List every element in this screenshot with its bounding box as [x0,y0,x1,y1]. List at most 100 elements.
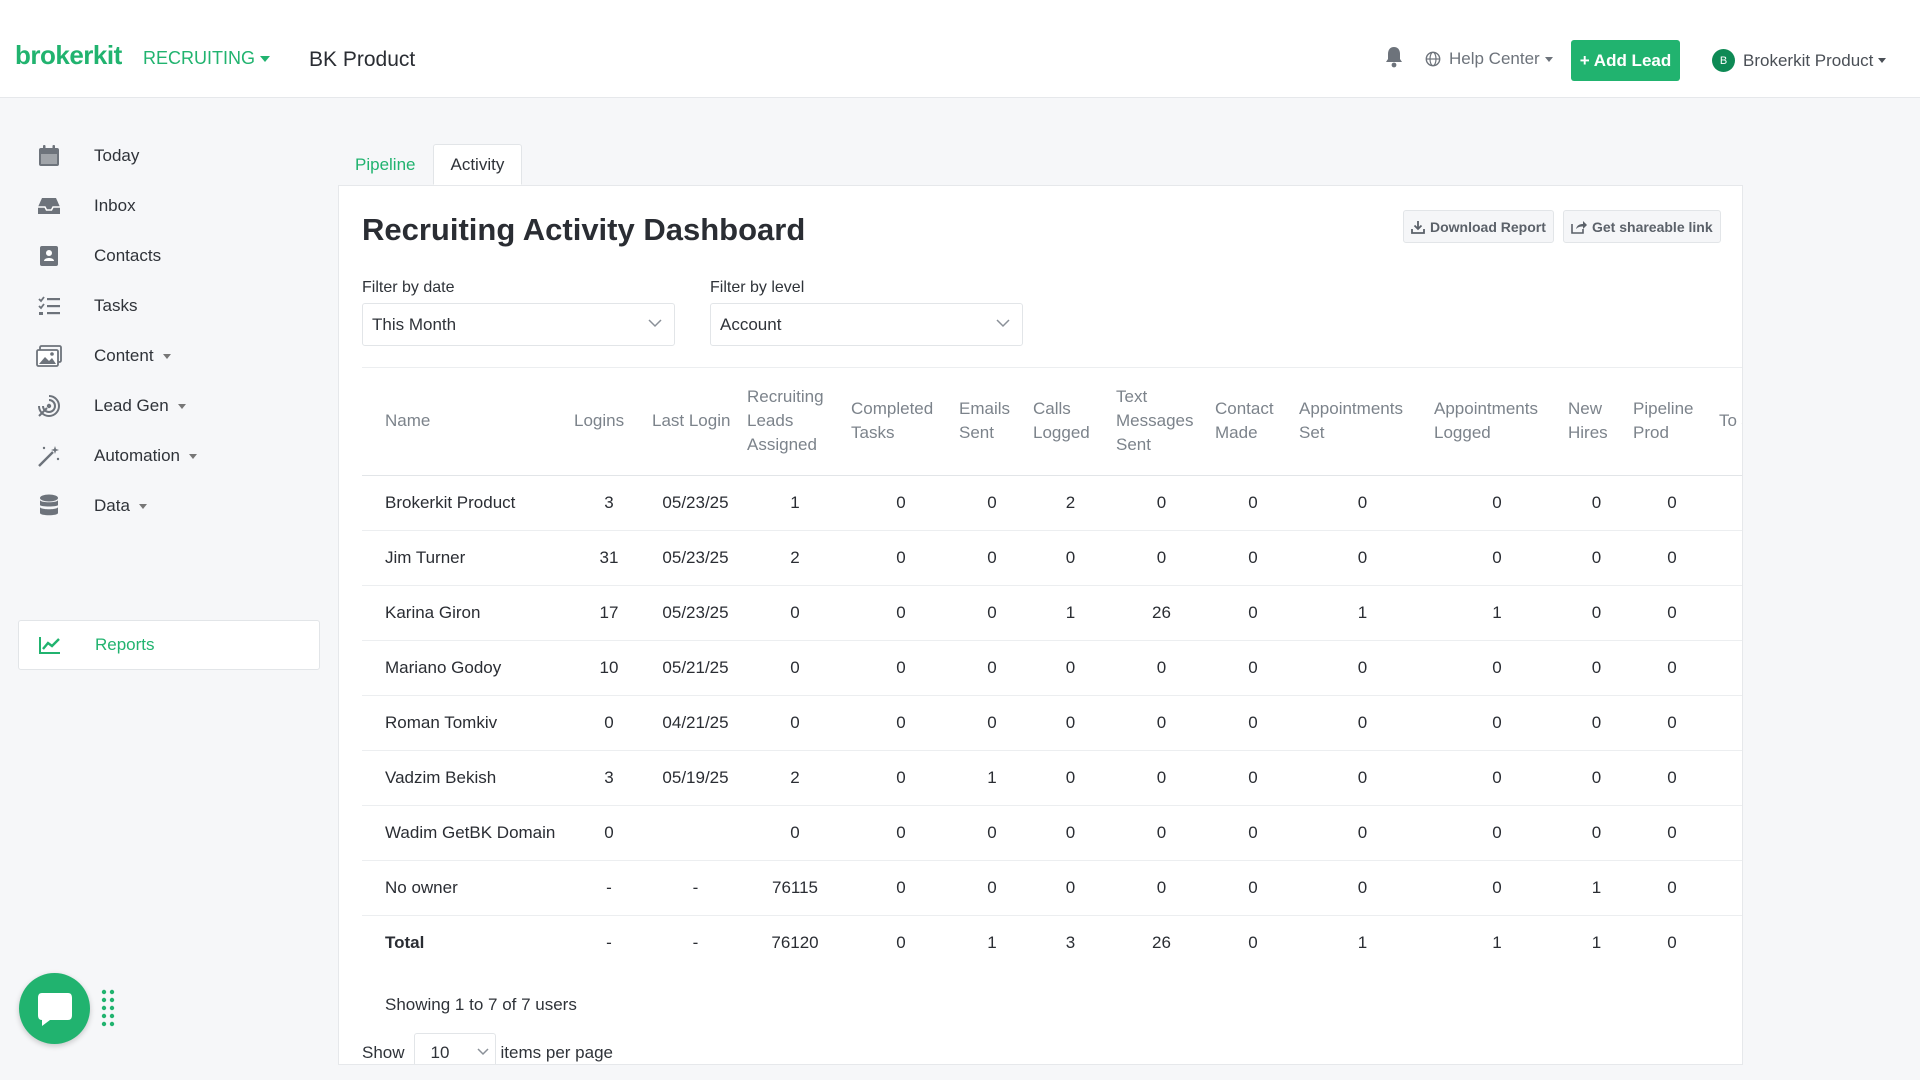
column-header-new-hires[interactable]: New Hires [1564,368,1629,476]
column-header-pipeline-prod[interactable]: Pipeline Prod [1629,368,1715,476]
cell-logins: 10 [570,640,648,696]
column-header-logins[interactable]: Logins [570,368,648,476]
cell-appointments-logged: 0 [1430,750,1564,806]
cell-calls-logged: 2 [1029,475,1112,531]
table-row: No owner--761150000000100 [362,860,1742,916]
filter-date-value: This Month [372,314,457,334]
cell-appointments-set: 0 [1295,640,1430,696]
cell-appointments-set: 0 [1295,805,1430,861]
cell-completed-tasks: 0 [847,805,955,861]
cell-emails-sent: 1 [955,915,1029,967]
items-per-page-select[interactable]: 10 [413,1033,496,1064]
cell-text-messages-sent: 0 [1112,805,1211,861]
cell-name: Roman Tomkiv [362,695,570,751]
cell-appointments-set: 1 [1295,915,1430,967]
caret-down-icon [260,56,270,63]
cell-total-production: 0 [1715,640,1742,696]
cell-last-login: 05/23/25 [648,585,743,641]
cell-appointments-logged: 0 [1430,805,1564,861]
download-report-button[interactable]: Download Report [1403,210,1554,243]
caret-down-icon [162,353,171,359]
column-header-total-production[interactable]: To $ Pr [1715,368,1742,476]
cell-text-messages-sent: 0 [1112,530,1211,586]
cell-contact-made: 0 [1211,860,1295,916]
sidebar-item-data[interactable]: Data [18,481,320,531]
cell-total-production: 0 [1715,860,1742,916]
table-row: Wadim GetBK Domain000000000000 [362,805,1742,861]
activity-table-container[interactable]: Name Logins Last Login Recruiting Leads … [362,367,1742,967]
cell-calls-logged: 0 [1029,695,1112,751]
cell-emails-sent: 0 [955,805,1029,861]
cell-pipeline-prod: 0 [1629,805,1715,861]
cell-new-hires: 0 [1564,640,1629,696]
cell-last-login: 05/23/25 [648,530,743,586]
help-center-menu[interactable]: Help Center [1425,49,1553,69]
cell-logins: 0 [570,805,648,861]
sidebar-item-lead-gen[interactable]: Lead Gen [18,381,320,431]
column-header-name[interactable]: Name [362,368,570,476]
sidebar-item-inbox[interactable]: Inbox [18,181,320,231]
cell-appointments-logged: 0 [1430,475,1564,531]
column-header-contact-made[interactable]: Contact Made [1211,368,1295,476]
cell-completed-tasks: 0 [847,860,955,916]
sidebar-item-label: Reports [95,635,155,654]
column-header-emails-sent[interactable]: Emails Sent [955,368,1029,476]
filter-level-select[interactable]: Account [710,303,1023,346]
product-switcher-label: RECRUITING [143,48,255,68]
sidebar-item-automation[interactable]: Automation [18,431,320,481]
tab-activity[interactable]: Activity [432,144,523,185]
sidebar-item-label: Lead Gen [94,396,169,415]
organization-name: BK Product [309,48,416,71]
cell-total-production: 0 [1715,695,1742,751]
sidebar-item-today[interactable]: Today [18,131,320,181]
column-header-text-messages-sent[interactable]: Text Messages Sent [1112,368,1211,476]
cell-text-messages-sent: 26 [1112,915,1211,967]
cell-completed-tasks: 0 [847,750,955,806]
cell-logins: 3 [570,475,648,531]
drag-handle-icon[interactable] [100,988,116,1028]
cell-calls-logged: 1 [1029,585,1112,641]
column-header-calls-logged[interactable]: Calls Logged [1029,368,1112,476]
cell-calls-logged: 0 [1029,805,1112,861]
tab-pipeline[interactable]: Pipeline [355,154,416,174]
filter-date-select[interactable]: This Month [362,303,675,346]
cell-calls-logged: 0 [1029,530,1112,586]
column-header-completed-tasks[interactable]: Completed Tasks [847,368,955,476]
table-header-row: Name Logins Last Login Recruiting Leads … [362,368,1742,476]
get-shareable-link-button[interactable]: Get shareable link [1563,210,1721,243]
cell-new-hires: 1 [1564,860,1629,916]
cell-appointments-set: 1 [1295,585,1430,641]
sidebar-item-tasks[interactable]: Tasks [18,281,320,331]
cell-contact-made: 0 [1211,915,1295,967]
cell-last-login: 04/21/25 [648,695,743,751]
cell-completed-tasks: 0 [847,475,955,531]
cell-emails-sent: 0 [955,640,1029,696]
column-header-leads-assigned[interactable]: Recruiting Leads Assigned [743,368,847,476]
cell-name: No owner [362,860,570,916]
sidebar-item-reports[interactable]: Reports [18,620,320,670]
cell-total-production: 0 [1715,585,1742,641]
cell-pipeline-prod: 0 [1629,640,1715,696]
cell-name: Mariano Godoy [362,640,570,696]
column-header-appointments-logged[interactable]: Appointments Logged [1430,368,1564,476]
calendar-icon [36,143,62,169]
show-label: Show [362,1043,405,1062]
sidebar-item-contacts[interactable]: Contacts [18,231,320,281]
column-header-last-login[interactable]: Last Login [648,368,743,476]
add-lead-button[interactable]: + Add Lead [1571,40,1680,81]
brokerkit-logo[interactable]: brokerkit [15,40,122,70]
cell-calls-logged: 0 [1029,860,1112,916]
cell-total-production: 0 [1715,915,1742,967]
globe-icon [1425,51,1441,67]
user-menu[interactable]: B Brokerkit Product [1712,49,1887,72]
chat-widget-button[interactable] [19,973,90,1044]
cell-leads-assigned: 2 [743,530,847,586]
notifications-bell-icon[interactable] [1384,46,1404,73]
cell-pipeline-prod: 0 [1629,860,1715,916]
column-header-appointments-set[interactable]: Appointments Set [1295,368,1430,476]
product-switcher[interactable]: RECRUITING [143,48,270,69]
cell-text-messages-sent: 0 [1112,695,1211,751]
sidebar-item-content[interactable]: Content [18,331,320,381]
database-icon [36,493,62,519]
